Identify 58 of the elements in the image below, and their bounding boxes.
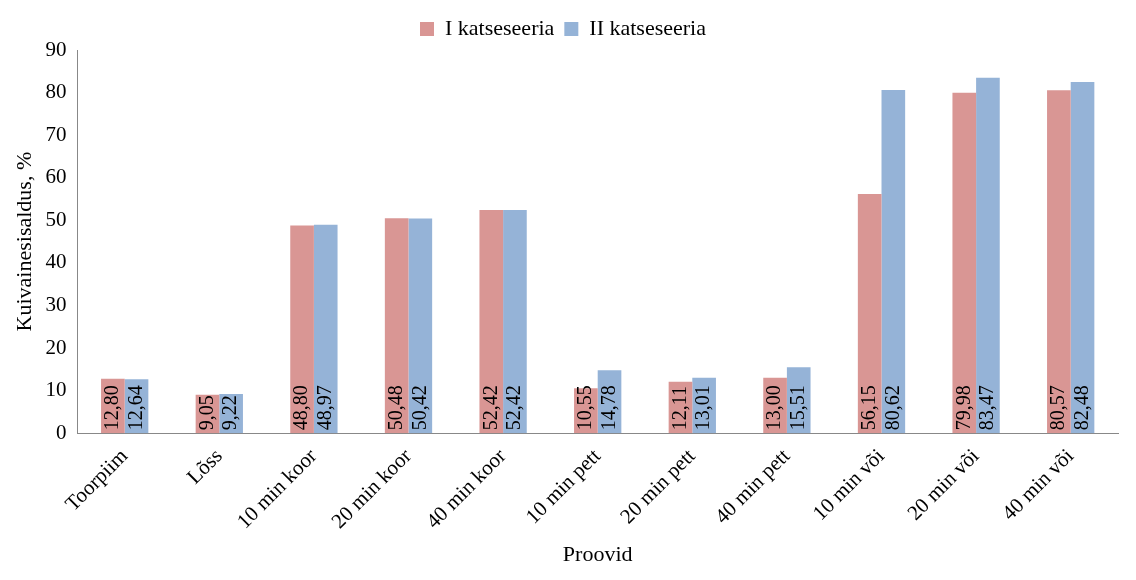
x-tick-label: 20 min pett (615, 443, 700, 529)
bar (290, 225, 314, 434)
data-label: 83,47 (975, 385, 998, 431)
legend-label: II katseseeria (589, 14, 707, 40)
data-label: 80,62 (880, 385, 903, 431)
data-label: 13,01 (691, 385, 714, 431)
data-label: 12,11 (667, 385, 690, 431)
x-tick-label: 40 min koor (420, 443, 511, 534)
bar (313, 224, 338, 434)
y-tick-label: 90 (45, 36, 67, 61)
data-label: 14,78 (596, 385, 619, 431)
x-tick-label: 10 min või (807, 443, 890, 525)
y-tick-label: 80 (45, 79, 67, 104)
data-label: 48,97 (312, 385, 335, 431)
data-label: 82,48 (1069, 385, 1092, 431)
bar (1070, 82, 1095, 434)
bar (503, 210, 527, 434)
data-label: 9,05 (194, 395, 217, 431)
data-label: 13,00 (762, 385, 785, 431)
y-tick-label: 0 (55, 419, 67, 444)
bar (1047, 90, 1071, 434)
data-label: 52,42 (502, 385, 525, 431)
x-tick-label: 20 min koor (326, 443, 416, 534)
y-tick-label: 50 (45, 206, 67, 231)
data-label: 79,98 (951, 385, 974, 431)
data-label: 15,51 (785, 385, 808, 431)
data-label: 80,57 (1046, 385, 1069, 431)
data-label: 50,42 (407, 385, 430, 431)
bar (881, 89, 906, 434)
x-tick-label: 40 min pett (709, 443, 795, 529)
x-axis-title: Proovid (562, 540, 633, 566)
x-tick-label: 20 min või (902, 443, 984, 525)
y-tick-label: 20 (45, 334, 67, 359)
y-axis-title: Kuivainesisaldus, % (10, 151, 36, 332)
data-label: 9,22 (218, 395, 241, 431)
data-label: 56,15 (856, 385, 879, 431)
data-label: 48,80 (289, 385, 312, 431)
x-tick-label: 40 min või (996, 443, 1079, 525)
bar (976, 77, 1000, 434)
data-label: 12,64 (123, 385, 146, 431)
x-tick-label: 10 min pett (520, 443, 606, 529)
bar (952, 92, 977, 434)
data-label: 10,55 (573, 385, 596, 431)
y-tick-label: 60 (45, 164, 67, 189)
bar (384, 218, 409, 434)
data-label: 12,80 (100, 385, 123, 431)
y-tick-label: 30 (45, 291, 67, 316)
x-tick-label: Lõss (181, 443, 227, 489)
data-label: 52,42 (478, 385, 501, 431)
bar (857, 194, 882, 434)
bar (408, 218, 433, 434)
y-tick-label: 40 (45, 249, 67, 274)
data-label: 50,48 (383, 385, 406, 431)
y-tick-label: 10 (45, 377, 67, 402)
legend-label: I katseseeria (445, 14, 555, 40)
bar (479, 210, 504, 434)
x-tick-label: 10 min koor (231, 443, 322, 534)
y-tick-label: 70 (45, 121, 67, 146)
